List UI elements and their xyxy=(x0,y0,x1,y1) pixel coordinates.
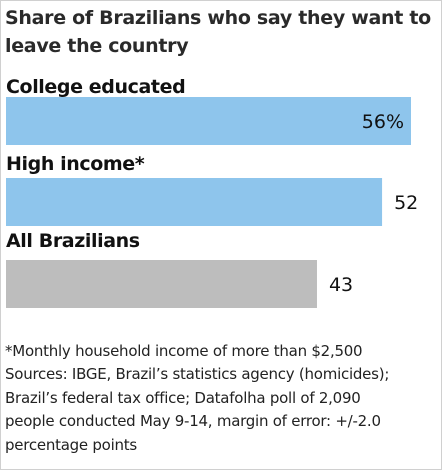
category-label: High income* xyxy=(6,153,145,175)
value-label: 43 xyxy=(329,274,353,296)
category-label: All Brazilians xyxy=(6,230,140,252)
bar xyxy=(6,178,383,226)
bar-chart: College educated 56% High income* 52 All Bra… xyxy=(6,76,418,308)
chart-title: Share of Brazilians who say they want to… xyxy=(5,7,431,57)
bar xyxy=(6,260,317,308)
footnote-line: Sources: IBGE, Brazil’s statistics agenc… xyxy=(5,365,390,384)
footnote-line: people conducted May 9-14, margin of err… xyxy=(5,412,381,431)
value-label: 56% xyxy=(362,111,404,133)
chart-footnotes: *Monthly household income of more than $… xyxy=(5,340,439,457)
bar xyxy=(6,97,411,145)
category-label: College educated xyxy=(6,76,185,98)
value-label: 52 xyxy=(394,192,418,214)
footnote-line: percentage points xyxy=(5,435,137,454)
footnote-line: *Monthly household income of more than $… xyxy=(5,342,363,360)
footnote-line: Brazil’s federal tax office; Datafolha p… xyxy=(5,388,361,407)
